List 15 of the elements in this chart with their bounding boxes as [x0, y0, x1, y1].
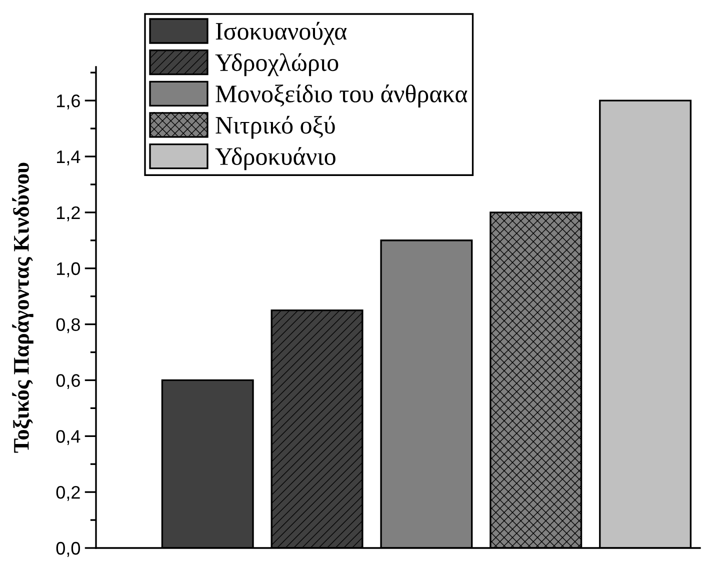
y-tick-label: 0,2: [56, 486, 80, 501]
y-tick-label: 1,6: [57, 94, 80, 110]
legend-label: Υδροκυάνιο: [215, 147, 336, 170]
legend-label: Ισοκυανούχα: [216, 22, 347, 45]
y-tick-label: 0,6: [56, 374, 80, 390]
y-tick-label: 1,0: [57, 262, 80, 278]
y-tick-label: 0,4: [56, 430, 80, 445]
y-tick-label: 0,8: [56, 318, 80, 334]
y-tick-label: 0,0: [56, 542, 80, 557]
legend-label: Νιτρικό οξύ: [216, 116, 335, 139]
y-tick-label: 1,2: [57, 206, 80, 222]
y-axis-title: Τοξικός Παράγοντας Κινδύνου: [12, 162, 34, 453]
y-tick-label: 1,4: [57, 150, 80, 166]
legend-label: Μονοξείδιο του άνθρακα: [216, 84, 468, 108]
legend-label: Υδροχλώριο: [215, 53, 338, 76]
